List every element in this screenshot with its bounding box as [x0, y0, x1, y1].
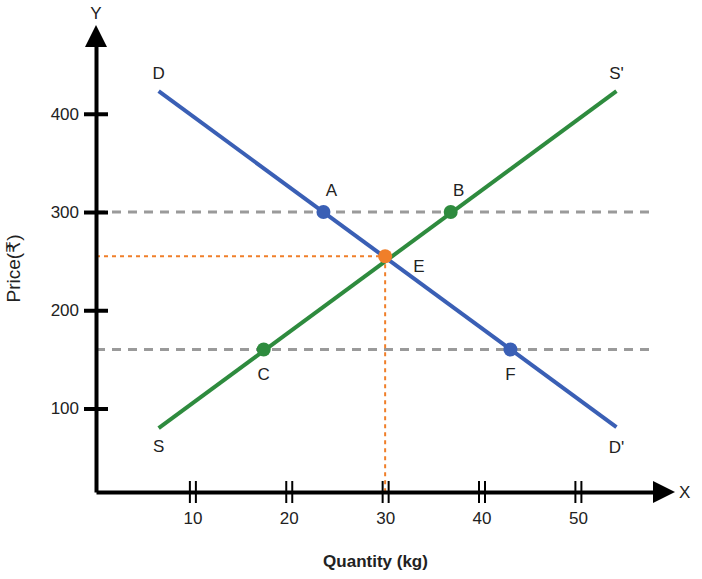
point-label: C	[258, 365, 270, 384]
x-tick-mark	[388, 481, 390, 503]
equilibrium-quantity-guide	[384, 256, 386, 492]
x-axis-title: Quantity (kg)	[323, 552, 428, 571]
y-tick: 100	[51, 399, 108, 418]
x-tick: 10	[183, 481, 202, 528]
equilibrium-price-guide	[96, 255, 385, 257]
point-label: A	[326, 181, 338, 200]
y-tick-label: 200	[51, 301, 79, 320]
y-axis: 100 200 300 400	[51, 46, 108, 493]
x-tick-mark	[382, 481, 384, 503]
y-tick: 300	[51, 203, 108, 222]
point-label: B	[453, 181, 464, 200]
y-axis-title: Price(₹)	[3, 234, 24, 302]
x-axis-line	[97, 491, 656, 495]
point	[316, 205, 330, 219]
x-tick-label: 10	[183, 509, 202, 528]
x-tick: 50	[569, 481, 588, 528]
x-tick: 20	[280, 481, 299, 528]
x-tick-mark	[478, 481, 480, 503]
x-tick-label: 40	[473, 509, 492, 528]
x-tick: 30	[376, 481, 395, 528]
x-tick-mark	[189, 481, 191, 503]
price-line	[96, 211, 655, 214]
x-tick-mark	[574, 481, 576, 503]
chart: 10 20 30 40 50 100 200 300 400 X Y Quantity (kg) Pri…	[0, 0, 702, 579]
equilibrium-point	[378, 249, 392, 263]
series-end-label: S'	[609, 64, 624, 83]
x-tick-mark	[195, 481, 197, 503]
x-tick-label: 20	[280, 509, 299, 528]
y-tick: 200	[51, 301, 108, 320]
y-axis-name: Y	[90, 4, 101, 23]
x-axis: 10 20 30 40 50	[97, 481, 656, 528]
x-tick-mark	[580, 481, 582, 503]
series-start-label: D	[153, 64, 165, 83]
y-tick-mark	[84, 309, 108, 313]
x-axis-arrow	[653, 481, 675, 503]
point	[503, 343, 517, 357]
x-tick: 40	[473, 481, 492, 528]
series-end-label: D'	[609, 438, 625, 457]
series-line	[159, 91, 617, 427]
plot-area	[96, 91, 655, 492]
y-tick-mark	[84, 407, 108, 411]
point-label: F	[505, 365, 515, 384]
price-line	[96, 348, 655, 351]
y-axis-arrow	[85, 25, 107, 47]
x-tick-mark	[291, 481, 293, 503]
y-tick-label: 300	[51, 203, 79, 222]
series-start-label: S	[153, 437, 164, 456]
point	[444, 205, 458, 219]
x-tick-label: 50	[569, 509, 588, 528]
x-axis-name: X	[679, 483, 690, 502]
x-tick-mark	[484, 481, 486, 503]
x-tick-mark	[285, 481, 287, 503]
y-tick-label: 400	[51, 105, 79, 124]
y-tick: 400	[51, 105, 108, 124]
y-tick-label: 100	[51, 399, 79, 418]
x-tick-label: 30	[376, 509, 395, 528]
y-tick-mark	[84, 112, 108, 116]
series-line	[159, 91, 617, 428]
y-tick-mark	[84, 211, 108, 215]
equilibrium-label: E	[413, 257, 424, 276]
point	[257, 343, 271, 357]
